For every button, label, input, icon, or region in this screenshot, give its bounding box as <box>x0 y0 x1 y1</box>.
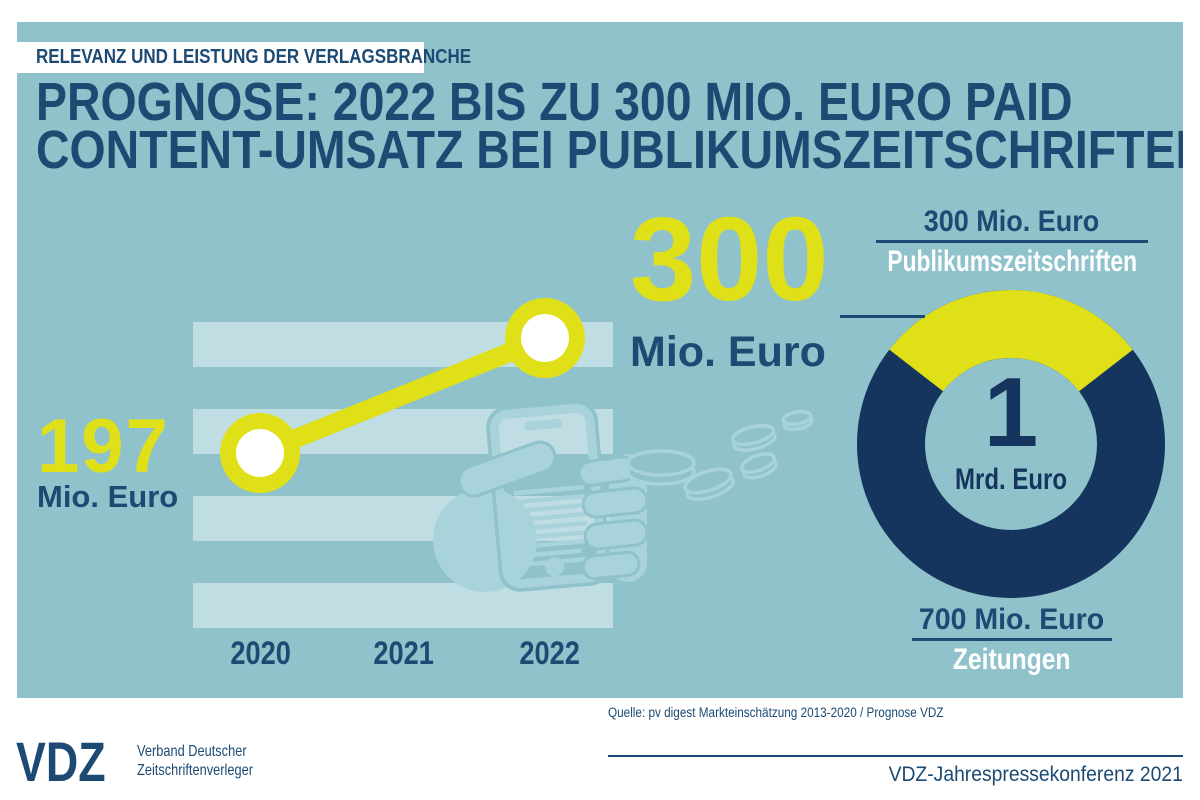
donut-bottom-value: 700 Mio. Euro <box>919 603 1105 636</box>
donut-top-name: Publikumszeitschriften <box>887 245 1137 278</box>
donut-bottom-name: Zeitungen <box>953 643 1071 676</box>
metric-2022: 300 Mio. Euro <box>630 193 829 377</box>
coins-icon <box>626 409 814 502</box>
metric-2022-unit: Mio. Euro <box>630 328 826 377</box>
donut-segment-publikumszeitschriften <box>857 290 1165 598</box>
connector-line <box>840 315 925 318</box>
infographic-card: RELEVANZ UND LEISTUNG DER VERLAGSBRANCHE… <box>17 22 1183 698</box>
donut-bottom-underline: 700 Mio. Euro <box>912 603 1112 641</box>
title-line-1: PROGNOSE: 2022 BIS ZU 300 MIO. EURO PAID <box>36 72 1073 132</box>
conference-title: VDZ-Jahrespressekonferenz 2021 <box>888 763 1183 786</box>
vdz-logo-text: VDZ <box>16 730 106 793</box>
smartphone-hand-icon <box>433 400 649 592</box>
metric-2022-value: 300 <box>630 193 829 326</box>
axis-label-2021: 2021 <box>373 635 435 671</box>
axis-label-2020: 2020 <box>230 635 292 671</box>
axis-label-2022: 2022 <box>519 635 581 671</box>
donut-label-publikumszeitschriften: 300 Mio. Euro Publikumszeitschriften <box>876 205 1148 278</box>
chart-artwork <box>193 290 1165 628</box>
org-name-line2: Zeitschriftenverleger <box>137 762 253 779</box>
footer-divider <box>608 755 1183 757</box>
page-title: PROGNOSE: 2022 BIS ZU 300 MIO. EURO PAID… <box>36 72 1183 180</box>
data-point-2022 <box>505 298 585 378</box>
source-note: Quelle: pv digest Markteinschätzung 2013… <box>608 705 994 720</box>
line-chart <box>220 298 585 493</box>
source-text: Quelle: pv digest Markteinschätzung 2013… <box>608 705 944 720</box>
metric-2020: 197 Mio. Euro <box>37 404 179 514</box>
vdz-logo: VDZ <box>16 734 128 790</box>
org-name: Verband Deutscher Zeitschriftenverleger <box>137 742 282 780</box>
title-line-2: CONTENT-UMSATZ BEI PUBLIKUMSZEITSCHRIFTE… <box>36 120 1183 180</box>
metric-2020-value: 197 <box>37 404 170 489</box>
donut-chart <box>857 290 1165 598</box>
data-point-2020 <box>220 413 300 493</box>
donut-label-zeitungen: 700 Mio. Euro Zeitungen <box>912 603 1112 676</box>
metric-2020-unit: Mio. Euro <box>37 479 179 514</box>
kicker-badge: RELEVANZ UND LEISTUNG DER VERLAGSBRANCHE <box>17 42 471 73</box>
donut-top-value: 300 Mio. Euro <box>924 205 1100 238</box>
kicker-text: RELEVANZ UND LEISTUNG DER VERLAGSBRANCHE <box>36 46 472 68</box>
donut-top-underline: 300 Mio. Euro <box>876 205 1148 243</box>
org-name-line1: Verband Deutscher <box>137 743 247 760</box>
